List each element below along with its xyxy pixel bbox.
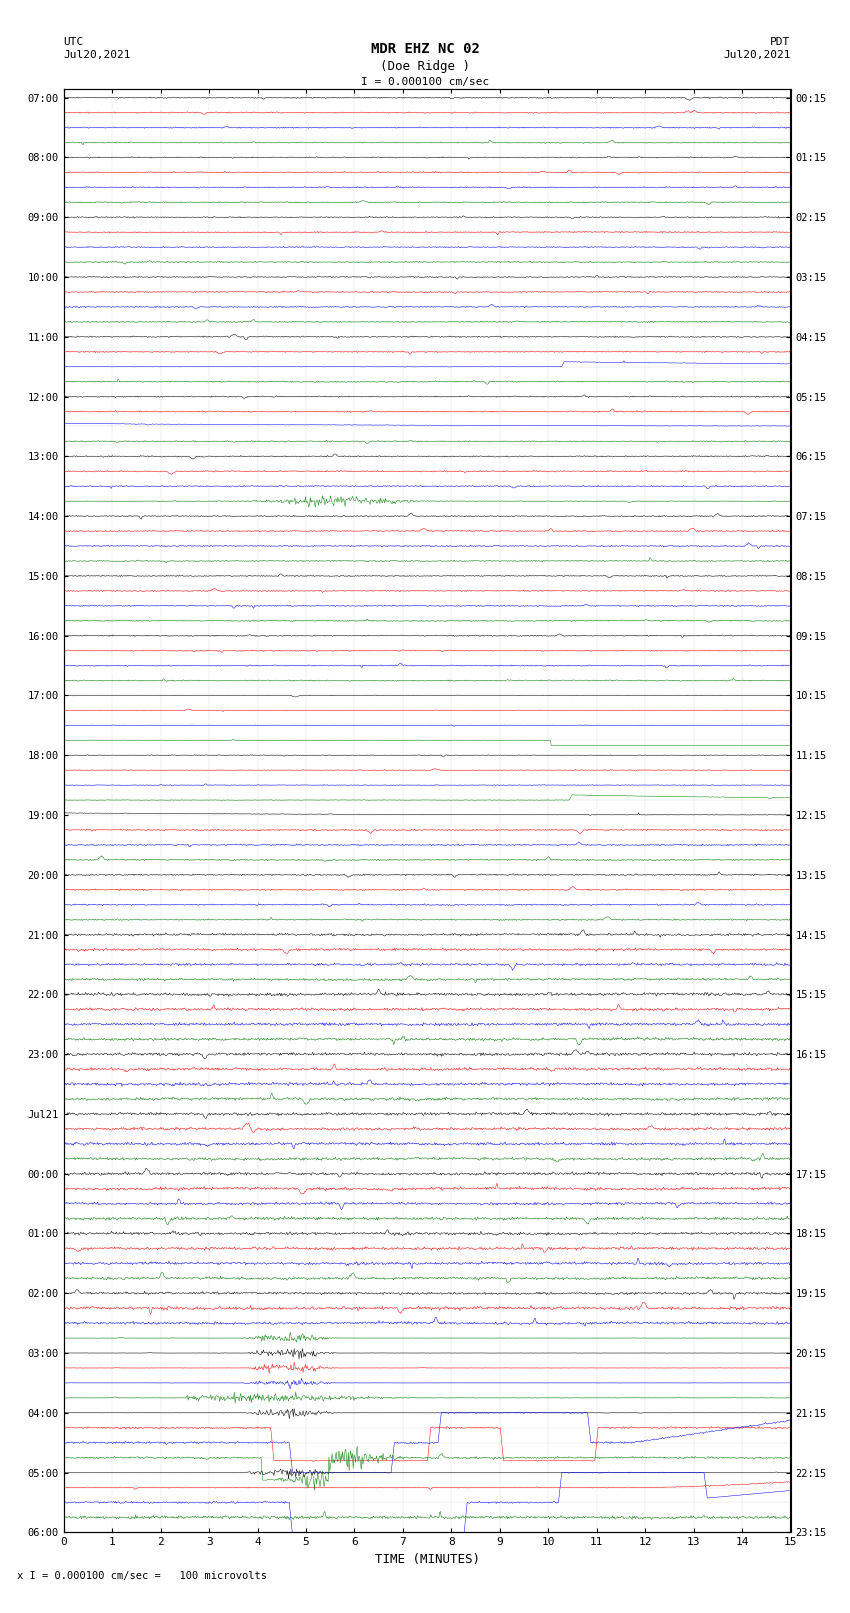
Text: x I = 0.000100 cm/sec =   100 microvolts: x I = 0.000100 cm/sec = 100 microvolts [17,1571,267,1581]
Text: MDR EHZ NC 02: MDR EHZ NC 02 [371,42,479,56]
Text: (Doe Ridge ): (Doe Ridge ) [380,60,470,73]
X-axis label: TIME (MINUTES): TIME (MINUTES) [375,1553,479,1566]
Text: PDT: PDT [770,37,790,47]
Text: Jul20,2021: Jul20,2021 [64,50,131,60]
Text: I = 0.000100 cm/sec: I = 0.000100 cm/sec [361,77,489,87]
Text: UTC: UTC [64,37,84,47]
Text: Jul20,2021: Jul20,2021 [723,50,791,60]
